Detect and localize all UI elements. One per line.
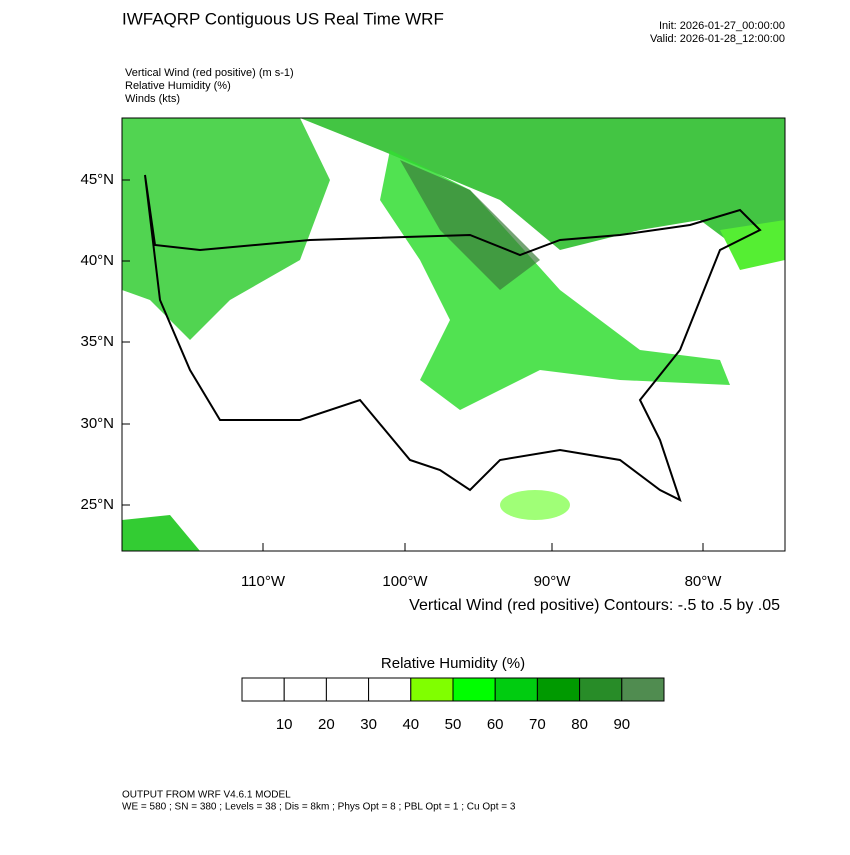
title: IWFAQRP Contiguous US Real Time WRF [122,9,444,28]
colorbar-label: 10 [276,716,293,733]
lon-label: 80°W [685,573,723,590]
colorbar-label: 40 [402,716,419,733]
humid-region [122,118,330,340]
lat-label: 30°N [80,415,114,432]
us-outline [144,174,762,502]
colorbar-box [536,677,581,702]
colorbar-label: 30 [360,716,377,733]
footer-model: OUTPUT FROM WRF V4.6.1 MODEL [122,790,291,801]
map-axes: 45°N 40°N 35°N 30°N 25°N 110°W 100°W 90°W 80°W [80,171,722,590]
colorbar-box [283,677,327,702]
map [121,117,786,552]
init-time: Init: 2026-01-27_00:00:00 [659,20,785,32]
humid-region [720,220,785,270]
contour-note: Vertical Wind (red positive) Contours: -… [409,597,780,614]
colorbar-box [452,677,496,702]
lat-label: 40°N [80,252,114,269]
colorbar-label: 50 [445,716,462,733]
colorbar-label: 20 [318,716,335,733]
footer-config: WE = 580 ; SN = 380 ; Levels = 38 ; Dis … [122,802,516,813]
field-label: Vertical Wind (red positive) (m s-1) [125,67,294,79]
field-label: Relative Humidity (%) [125,80,231,92]
humid-region [500,490,570,520]
lon-label: 100°W [382,573,428,590]
colorbar-label: 60 [487,716,504,733]
colorbar-label: 70 [529,716,546,733]
colorbar-label: 90 [613,716,630,733]
lon-label: 90°W [534,573,572,590]
humid-region [300,118,785,250]
field-label: Winds (kts) [125,93,180,105]
lat-label: 45°N [80,171,114,188]
valid-time: Valid: 2026-01-28_12:00:00 [650,33,785,45]
lat-label: 25°N [80,496,114,513]
colorbar-box [241,677,285,702]
map-frame [121,117,786,552]
colorbar-box [325,677,370,702]
humid-region [400,160,540,290]
colorbar-box [410,677,454,702]
colorbar-box [621,677,665,702]
humid-region [122,515,200,551]
colorbar-box [494,677,538,702]
colorbar-box [579,677,623,702]
colorbar-box [368,677,412,702]
field-list: Vertical Wind (red positive) (m s-1)Rela… [125,67,294,105]
colorbar-title: Relative Humidity (%) [381,655,525,672]
colorbar-label: 80 [571,716,588,733]
lon-label: 110°W [241,573,286,590]
lat-label: 35°N [80,333,114,350]
colorbar: 10 20 30 40 50 60 70 80 90 [241,677,665,733]
